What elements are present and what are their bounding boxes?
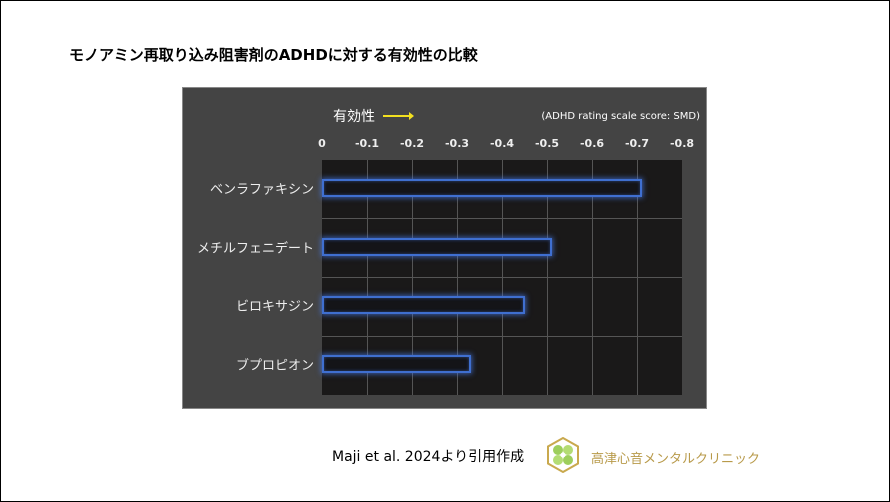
- clinic-logo-icon: [547, 437, 579, 473]
- effectiveness-label: 有効性: [333, 109, 375, 125]
- x-tick: -0.2: [399, 137, 425, 150]
- bar-viloxazine: [322, 296, 525, 314]
- unit-label: (ADHD rating scale score: SMD): [541, 111, 700, 122]
- category-label: ベンラファキシン: [209, 182, 314, 198]
- source-citation: Maji et al. 2024より引用作成: [332, 449, 525, 465]
- category-label: メチルフェニデート: [196, 241, 314, 257]
- grid-line: [322, 218, 682, 219]
- x-tick: -0.8: [669, 137, 695, 150]
- x-tick: -0.1: [354, 137, 380, 150]
- grid-line: [322, 336, 682, 337]
- x-tick: -0.3: [444, 137, 470, 150]
- arrow-right-icon: [383, 112, 414, 120]
- x-tick: -0.6: [579, 137, 605, 150]
- category-label: ブプロピオン: [235, 358, 314, 374]
- grid-line: [322, 277, 682, 278]
- x-tick: -0.4: [489, 137, 515, 150]
- x-tick: -0.5: [534, 137, 560, 150]
- bar-methylphenidate: [322, 238, 552, 256]
- page-title: モノアミン再取り込み阻害剤のADHDに対する有効性の比較: [69, 46, 478, 64]
- plot-area: [322, 160, 682, 395]
- x-tick: 0: [318, 137, 326, 150]
- bar-bupropion: [322, 355, 471, 373]
- clinic-name: 高津心音メンタルクリニック: [591, 452, 761, 467]
- category-label: ビロキサジン: [235, 299, 314, 315]
- x-tick: -0.7: [624, 137, 650, 150]
- chart-panel: 有効性 (ADHD rating scale score: SMD) 0 -0.…: [182, 87, 707, 409]
- bar-venlafaxine: [322, 179, 642, 197]
